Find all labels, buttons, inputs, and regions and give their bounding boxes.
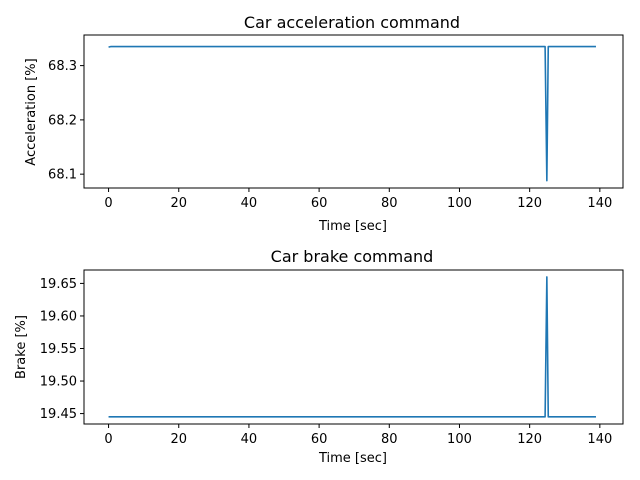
acceleration-x-tick-label: 100 [447,196,472,211]
brake-x-tick-label: 60 [311,432,328,447]
acceleration-y-tick-label: 68.3 [48,59,77,74]
brake-chart-title: Car brake command [271,247,434,266]
brake-y-axis-label: Brake [%] [14,315,29,379]
brake-x-tick-label: 140 [587,432,612,447]
brake-y-tick-label: 19.60 [40,309,77,324]
acceleration-x-tick-label: 0 [104,196,112,211]
acceleration-chart: Car acceleration command 0 20 40 60 80 100 120… [24,13,624,234]
acceleration-x-tick-label: 140 [587,196,612,211]
brake-x-tick-label: 120 [517,432,542,447]
acceleration-series-line [108,45,596,182]
brake-chart-ticks: 0 20 40 60 80 100 120 140 19.45 19.50 19.55 19.60 19… [40,277,612,447]
brake-series-line [108,276,596,418]
brake-chart: Car brake command 0 20 40 60 80 100 120 140 19.4… [14,247,624,466]
brake-x-tick-label: 40 [241,432,258,447]
brake-x-tick-label: 0 [104,432,112,447]
brake-axes-frame [83,269,624,425]
acceleration-y-tick-label: 68.2 [48,113,77,128]
brake-x-tick-label: 20 [170,432,187,447]
acceleration-chart-ticks: 0 20 40 60 80 100 120 140 68.1 68.2 68.3 [48,59,612,211]
acceleration-x-tick-label: 40 [241,196,258,211]
acceleration-x-tick-label: 80 [381,196,398,211]
brake-x-tick-label: 80 [381,432,398,447]
acceleration-chart-title: Car acceleration command [244,13,460,32]
brake-x-tick-label: 100 [447,432,472,447]
acceleration-x-tick-label: 120 [517,196,542,211]
brake-y-tick-label: 19.55 [40,342,77,357]
acceleration-x-axis-label: Time [sec] [318,219,387,234]
brake-x-axis-label: Time [sec] [318,451,387,466]
acceleration-x-tick-label: 60 [311,196,328,211]
brake-y-tick-label: 19.65 [40,277,77,292]
brake-chart-marks [108,276,596,418]
acceleration-x-tick-label: 20 [170,196,187,211]
acceleration-chart-marks [108,45,596,182]
acceleration-y-tick-label: 68.1 [48,168,77,183]
brake-y-tick-label: 19.50 [40,375,77,390]
acceleration-axes-frame [83,34,624,189]
acceleration-y-axis-label: Acceleration [%] [24,58,39,165]
brake-y-tick-label: 19.45 [40,407,77,422]
